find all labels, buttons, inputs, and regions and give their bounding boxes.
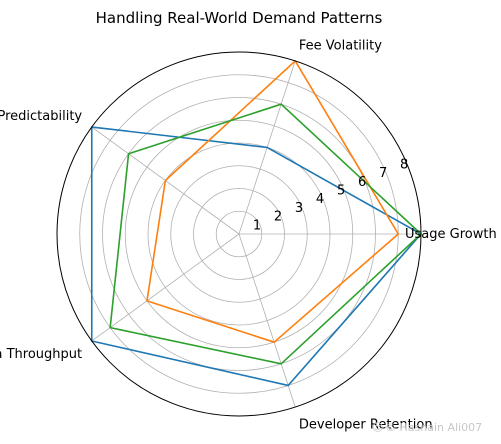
axis-label-1: Fee Volatility [299,39,382,54]
tick-label-6: 6 [358,175,366,190]
series-line-1 [90,126,422,387]
tick-label-3: 3 [295,201,303,216]
outer-frame [56,51,422,417]
axis-labels: Usage Growth Fee Volatility Cost Predictab… [0,39,497,433]
axis-label-3: Data Throughput [0,347,82,362]
watermark: ☺ © Hasnain Ali007 [372,421,482,434]
spoke-4 [238,233,296,408]
tick-label-8: 8 [400,157,408,172]
tick-label-2: 2 [274,210,282,225]
radar-series [90,60,422,387]
tick-label-5: 5 [337,183,345,198]
tick-label-1: 1 [253,218,261,233]
radar-frame [56,51,422,417]
chart-title: Handling Real-World Demand Patterns [96,9,383,27]
series-line-2 [146,60,400,343]
axis-label-2: Cost Predictability [0,109,82,124]
axis-label-0: Usage Growth [405,227,497,242]
watermark-text: © Hasnain Ali007 [385,421,482,434]
tick-label-4: 4 [316,192,324,207]
tick-label-7: 7 [379,166,387,181]
watermark-icon: ☺ [372,421,383,434]
spoke-3 [91,233,240,342]
series-line-3 [109,103,422,365]
axis-label-4: Developer Retention [299,418,433,433]
